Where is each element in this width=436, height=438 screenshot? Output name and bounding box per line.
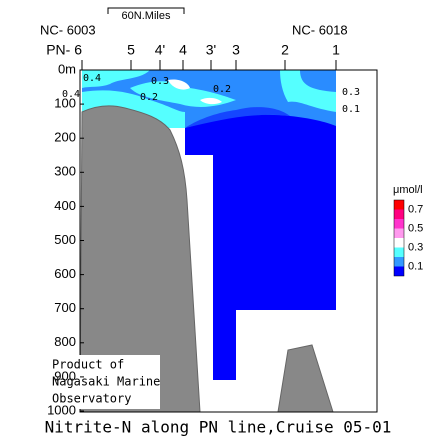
colorbar-cell <box>394 257 404 267</box>
y-tick-label: 1000 <box>47 402 76 417</box>
layer <box>185 114 336 380</box>
y-tick-label: 200 <box>54 130 76 145</box>
contour-area <box>200 97 222 105</box>
colorbar-cell <box>394 247 404 257</box>
station-label: 2 <box>281 42 289 58</box>
y-tick-label: 300 <box>54 164 76 179</box>
seafloor <box>79 105 201 413</box>
colorbar-label: 0.7 <box>408 203 423 215</box>
chart-title: Nitrite-N along PN line,Cruise 05-01 <box>45 418 392 437</box>
layer <box>185 70 290 128</box>
colorbar-cell <box>394 219 404 229</box>
y-tick-label: 500 <box>54 232 76 247</box>
colorbar-cell <box>394 200 404 210</box>
contour-label: 0.3 <box>342 87 360 98</box>
y-tick-label: 400 <box>54 198 76 213</box>
y-tick-label: 700 <box>54 300 76 315</box>
contour-area <box>280 70 336 112</box>
y-tick-label: 800 <box>54 334 76 349</box>
colorbar-label: 0.1 <box>408 260 423 272</box>
contour-label: 0.3 <box>151 76 169 87</box>
station-label: 3 <box>232 42 240 58</box>
end-label: NC- 6003 <box>40 22 96 37</box>
station-label: PN- 6 <box>46 42 82 58</box>
colorbar-label: 0.5 <box>408 222 423 234</box>
contour-area <box>82 70 150 88</box>
y-tick-label: 100 <box>54 96 76 111</box>
contour-area <box>168 79 190 90</box>
seafloor <box>277 344 334 413</box>
note: Nagasaki Marine <box>52 375 160 389</box>
scale-bar <box>107 7 185 14</box>
station-label: 5 <box>127 42 135 58</box>
contour-label: 0.4 <box>83 73 101 84</box>
y-tick-label: 600 <box>54 266 76 281</box>
y-tick-label: 0m <box>58 61 76 76</box>
contour-label: 0.4 <box>62 89 80 100</box>
colorbar-unit: μmol/l <box>393 184 423 196</box>
contour-label: 0.2 <box>140 92 158 103</box>
colorbar-frame <box>393 199 405 277</box>
station-label: 1 <box>332 42 340 58</box>
colorbar-cell <box>394 228 404 238</box>
colorbar-cell <box>394 266 404 276</box>
y-tick-label: 900 <box>54 368 76 383</box>
colorbar-label: 0.3 <box>408 241 423 253</box>
colorbar-cell <box>394 238 404 248</box>
note-box <box>48 355 160 409</box>
scale-label: 60N.Miles <box>122 10 171 22</box>
contour-label: 0.2 <box>213 84 231 95</box>
station-label: 4 <box>179 42 187 58</box>
note: Observatory <box>52 392 131 406</box>
colorbar-cell <box>394 209 404 219</box>
station-label: 3' <box>206 42 216 58</box>
end-label: NC- 6018 <box>292 22 348 37</box>
contour-label: 0.1 <box>342 104 360 115</box>
note: Product of <box>52 358 124 372</box>
station-label: 4' <box>155 42 165 58</box>
